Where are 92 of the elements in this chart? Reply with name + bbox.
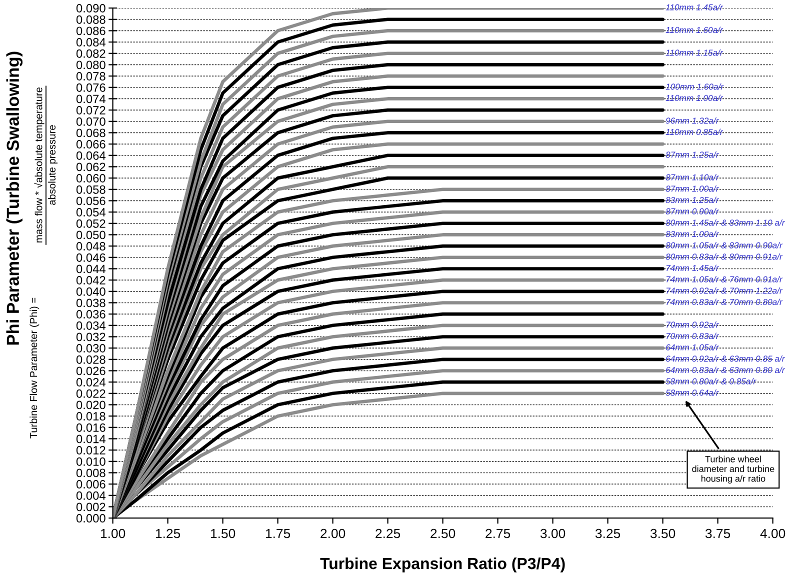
y-tick-label: 0.084 (76, 38, 106, 46)
x-tick-label: 1.00 (100, 528, 126, 538)
y-tick-label: 0.058 (76, 185, 106, 194)
y-tick-label: 0.028 (76, 355, 106, 364)
y-tick-label: 0.060 (76, 174, 106, 183)
y-tick-label: 0.004 (76, 491, 106, 500)
y-tick-label: 0.046 (76, 253, 106, 262)
y-tick-label: 0.000 (76, 514, 106, 523)
series-label: 83mm 1.00a/r (666, 230, 719, 238)
y-tick-label: 0.056 (76, 196, 106, 206)
y-tick-label: 0.054 (76, 208, 106, 217)
series-label: 70mm 0.92a/r (666, 321, 719, 328)
series-label: 87mm 1.00a/r (666, 185, 719, 192)
series-label: 80mm 0.83a/r & 80mm 0.91a/r (666, 253, 783, 260)
y-tick-label: 0.074 (76, 94, 106, 104)
y-tick-label: 0.082 (76, 49, 106, 58)
y-tick-label: 0.068 (76, 128, 106, 138)
y-tick-label: 0.064 (76, 151, 106, 160)
y-tick-label: 0.024 (76, 378, 106, 387)
y-tick-label: 0.020 (76, 400, 106, 410)
y-tick-label: 0.088 (76, 15, 106, 24)
series-label: 64mm 0.83a/r & 63mm 0.80 a/r (666, 366, 786, 374)
x-tick-label: 3.75 (705, 528, 730, 538)
y-tick-label: 0.002 (76, 502, 106, 512)
x-tick-label: 4.00 (760, 528, 786, 538)
series-label: 74mm 0.83a/r & 70mm 0.80a/r (666, 298, 783, 306)
series-label: 87mm 1.10a/r (666, 174, 719, 180)
y-tick-label: 0.040 (76, 287, 106, 296)
x-tick-label: 3.50 (650, 528, 676, 538)
series-label: 83mm 1.25a/r (666, 196, 719, 204)
x-axis-title: Turbine Expansion Ratio (P3/P4) (320, 557, 565, 572)
y-tick-label: 0.022 (76, 389, 106, 398)
series-label: 74mm 1.45a/r (666, 264, 719, 272)
series-label: 110mm 0.85a/r (666, 128, 724, 136)
text: Turbine Flow Parameter (Phi) = (30, 298, 40, 438)
y-tick-label: 0.016 (76, 423, 106, 432)
y-tick-label: 0.080 (76, 60, 106, 70)
x-tick-label: 2.50 (430, 528, 456, 538)
x-tick-label: 3.25 (595, 528, 620, 538)
y-tick-label: 0.036 (76, 310, 106, 319)
series-label: 74mm 0.92a/r & 70mm 1.22a/r (666, 287, 783, 294)
series-label: 58mm 0.80a/r & 0.85a/r (666, 378, 756, 384)
series-label: 110mm 1.00a/r (666, 94, 724, 102)
y-tick-label: 0.044 (76, 264, 106, 274)
series-label: 110mm 1.60a/r (666, 26, 724, 34)
series-label: 110mm 1.45a/r (666, 4, 724, 10)
y-tick-label: 0.006 (76, 480, 106, 489)
x-tick-label: 2.00 (320, 528, 346, 538)
series-label: 70mm 0.83a/r (666, 332, 719, 340)
series-label: 87mm 1.25a/r (666, 151, 719, 158)
text: mass flow * √absolute temperature (34, 87, 44, 242)
y-tick-label: 0.042 (76, 276, 106, 285)
x-tick-label: 2.75 (486, 528, 510, 538)
y-tick-label: 0.038 (76, 298, 106, 308)
y-tick-label: 0.030 (76, 344, 106, 353)
y-tick-label: 0.072 (76, 106, 106, 114)
series-label: 80mm 1.45a/r & 83mm 1.10 a/r (666, 219, 786, 226)
series-label: 64mm 1.05a/r (666, 344, 719, 350)
y-tick-label: 0.018 (76, 412, 106, 421)
y-tick-label: 0.062 (76, 162, 106, 172)
y-tick-label: 0.086 (76, 26, 106, 36)
series-label: 110mm 1.15a/r (666, 49, 724, 56)
series-label: 64mm 0.92a/r & 63mm 0.85 a/r (666, 355, 786, 362)
y-tick-label: 0.048 (76, 242, 106, 251)
y-axis-title: Phi Parameter (Turbine Swallowing) (6, 52, 23, 345)
y-tick-label: 0.026 (76, 366, 106, 376)
y-tick-label: 0.052 (76, 219, 106, 228)
y-tick-label: 0.010 (76, 457, 106, 466)
series-label: 58mm 0.64a/r (666, 389, 719, 396)
annotation: Turbine wheel diameter and turbine housing a/r ratio (692, 456, 774, 484)
series-label: 96mm 1.32a/r (666, 117, 719, 124)
y-tick-label: 0.012 (76, 446, 106, 455)
x-tick-label: 3.00 (540, 528, 566, 538)
y-tick-label: 0.078 (76, 72, 106, 80)
text: absolute pressure (48, 125, 58, 205)
y-tick-label: 0.050 (76, 230, 106, 240)
y-tick-label: 0.066 (76, 140, 106, 148)
x-tick-label: 1.75 (266, 528, 290, 538)
y-tick-label: 0.070 (76, 117, 106, 126)
y-tick-label: 0.090 (76, 4, 106, 12)
y-tick-label: 0.032 (76, 332, 106, 342)
series-label: 100mm 1.60a/r (666, 83, 724, 90)
series-label: 80mm 1.05a/r & 83mm 0.90a/r (666, 242, 783, 248)
y-tick-label: 0.014 (76, 434, 106, 444)
series-label: 87mm 0.90a/r (666, 208, 719, 214)
y-tick-label: 0.076 (76, 83, 106, 92)
x-tick-label: 2.25 (376, 528, 400, 538)
series-label: 74mm 1.05a/r & 76mm 0.91a/r (666, 276, 783, 282)
y-tick-label: 0.034 (76, 321, 106, 330)
y-tick-label: 0.008 (76, 468, 106, 478)
x-tick-label: 1.50 (210, 528, 236, 538)
x-tick-label: 1.25 (156, 528, 180, 538)
